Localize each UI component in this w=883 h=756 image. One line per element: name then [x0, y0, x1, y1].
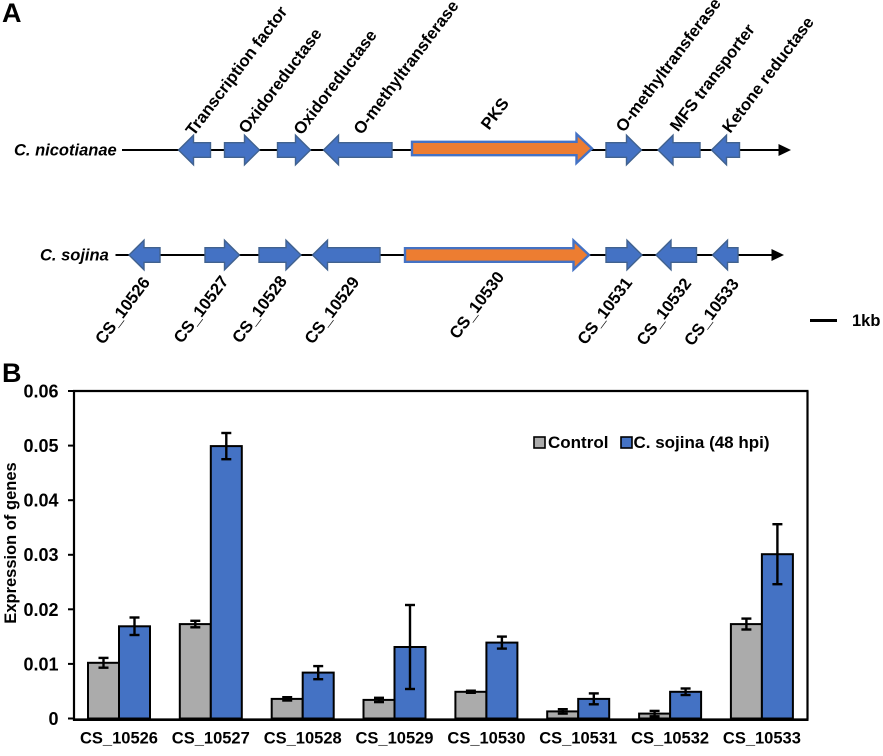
svg-text:0.02: 0.02: [23, 600, 58, 620]
svg-text:1kb: 1kb: [852, 312, 880, 330]
svg-text:CS_10528: CS_10528: [264, 730, 342, 748]
svg-text:CS_10530: CS_10530: [447, 730, 525, 748]
svg-text:C. sojina: C. sojina: [40, 247, 109, 265]
svg-text:CS_10532: CS_10532: [631, 730, 709, 748]
svg-text:B: B: [2, 358, 22, 388]
svg-text:0.05: 0.05: [23, 436, 58, 456]
svg-text:C. nicotianae: C. nicotianae: [14, 142, 117, 160]
svg-text:0.04: 0.04: [23, 491, 58, 511]
svg-text:Control: Control: [548, 433, 608, 452]
svg-text:C. sojina (48 hpi): C. sojina (48 hpi): [634, 433, 770, 452]
svg-text:CS_10533: CS_10533: [723, 730, 801, 748]
svg-text:CS_10529: CS_10529: [356, 730, 434, 748]
svg-text:CS_10531: CS_10531: [539, 730, 617, 748]
svg-text:0.06: 0.06: [23, 382, 58, 402]
svg-text:CS_10527: CS_10527: [172, 730, 250, 748]
svg-text:0: 0: [48, 709, 58, 729]
svg-text:0.01: 0.01: [23, 654, 58, 674]
svg-text:Expression of genes: Expression of genes: [2, 462, 20, 623]
svg-text:0.03: 0.03: [23, 545, 58, 565]
svg-text:CS_10526: CS_10526: [80, 730, 158, 748]
svg-text:A: A: [2, 0, 22, 28]
